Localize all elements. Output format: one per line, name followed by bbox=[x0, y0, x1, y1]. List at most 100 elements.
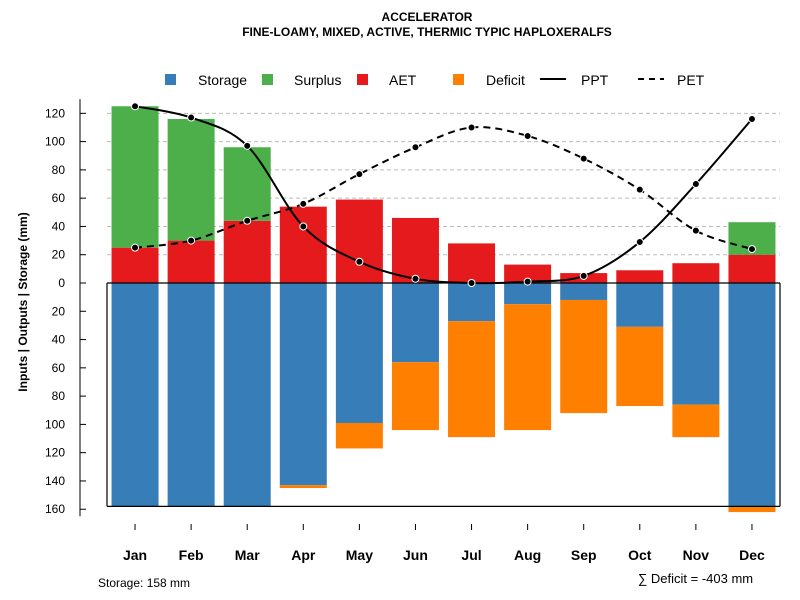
y-tick-label: 0 bbox=[58, 276, 65, 290]
bar-deficit-jun bbox=[391, 362, 439, 431]
bar-storage-apr bbox=[279, 283, 327, 486]
ppt-point-mar bbox=[243, 141, 252, 150]
pet-point-jan bbox=[131, 243, 140, 252]
y-tick-label: 140 bbox=[45, 474, 65, 488]
bar-surplus-mar bbox=[223, 147, 271, 221]
ppt-point-feb bbox=[187, 113, 196, 122]
pet-point-dec bbox=[747, 245, 756, 254]
pet-point-apr bbox=[299, 199, 308, 208]
pet-point-feb bbox=[187, 236, 196, 245]
bar-deficit-jul bbox=[448, 321, 496, 438]
y-tick-label: 80 bbox=[52, 163, 66, 177]
grid bbox=[107, 112, 780, 256]
bar-deficit-apr bbox=[279, 485, 327, 489]
bar-aet-dec bbox=[728, 254, 776, 283]
ppt-point-nov bbox=[691, 180, 700, 189]
legend-label-surplus: Surplus bbox=[294, 72, 341, 88]
bar-surplus-feb bbox=[167, 118, 215, 241]
bars bbox=[111, 106, 776, 513]
y-tick-label: 120 bbox=[45, 106, 65, 120]
storage-note: Storage: 158 mm bbox=[98, 576, 191, 590]
bar-storage-dec bbox=[728, 283, 776, 507]
bar-deficit-sep bbox=[560, 299, 608, 414]
bar-aet-aug bbox=[504, 264, 552, 283]
pet-point-mar bbox=[243, 216, 252, 225]
deficit-note: ∑ Deficit = -403 mm bbox=[638, 571, 754, 586]
pet-point-sep bbox=[579, 154, 588, 163]
y-tick-label: 60 bbox=[52, 191, 66, 205]
y-tick-label: 60 bbox=[52, 361, 66, 375]
chart-subtitle: FINE-LOAMY, MIXED, ACTIVE, THERMIC TYPIC… bbox=[242, 25, 612, 39]
ppt-point-may bbox=[355, 257, 364, 266]
legend-label-pet: PET bbox=[677, 72, 705, 88]
y-tick-label: 20 bbox=[52, 248, 66, 262]
legend-label-storage: Storage bbox=[198, 72, 247, 88]
ppt-point-jul bbox=[467, 279, 476, 287]
pet-point-nov bbox=[691, 226, 700, 235]
bar-deficit-aug bbox=[504, 304, 552, 431]
bar-storage-jun bbox=[391, 283, 439, 363]
bar-deficit-nov bbox=[672, 404, 720, 438]
legend-label-ppt: PPT bbox=[581, 72, 609, 88]
bar-storage-jan bbox=[111, 283, 159, 507]
y-tick-label: 40 bbox=[52, 333, 66, 347]
ppt-point-dec bbox=[747, 114, 756, 123]
bar-aet-mar bbox=[223, 220, 271, 283]
y-tick-label: 100 bbox=[45, 135, 65, 149]
legend: Storage Surplus AET Deficit PPT PET bbox=[165, 72, 705, 88]
y-tick-label: 160 bbox=[45, 502, 65, 516]
pet-point-oct bbox=[635, 185, 644, 194]
legend-swatch-storage bbox=[165, 74, 176, 85]
x-tick-label-dec: Dec bbox=[739, 547, 765, 563]
bar-storage-nov bbox=[672, 283, 720, 405]
axes: 120 100 80 60 40 20 0 20 40 60 80 100 120 140 160 Jan Fe… bbox=[45, 99, 765, 563]
legend-swatch-surplus bbox=[262, 74, 273, 85]
ppt-point-sep bbox=[579, 271, 588, 280]
x-tick-label-may: May bbox=[346, 547, 373, 563]
legend-swatch-deficit bbox=[453, 74, 464, 85]
pet-point-may bbox=[355, 170, 364, 179]
series-lines bbox=[131, 102, 756, 287]
x-tick-label-feb: Feb bbox=[179, 547, 204, 563]
x-tick-label-mar: Mar bbox=[235, 547, 260, 563]
bar-storage-oct bbox=[616, 283, 664, 327]
zero-line-layer bbox=[106, 282, 781, 508]
x-tick-label-jul: Jul bbox=[461, 547, 481, 563]
bar-deficit-oct bbox=[616, 326, 664, 407]
y-tick-label: 80 bbox=[52, 389, 66, 403]
bar-surplus-jan bbox=[111, 106, 159, 248]
y-tick-label: 100 bbox=[45, 417, 65, 431]
x-tick-label-aug: Aug bbox=[514, 547, 541, 563]
legend-label-aet: AET bbox=[389, 72, 417, 88]
bar-aet-feb bbox=[167, 240, 215, 283]
x-tick-label-sep: Sep bbox=[571, 547, 597, 563]
y-axis-label: Inputs | Outputs | Storage (mm) bbox=[16, 212, 30, 391]
bar-aet-jul bbox=[448, 243, 496, 283]
pet-point-jun bbox=[411, 143, 420, 152]
x-tick-label-jun: Jun bbox=[403, 547, 428, 563]
chart-title: ACCELERATOR bbox=[382, 10, 473, 24]
x-tick-label-oct: Oct bbox=[628, 547, 652, 563]
bar-aet-apr bbox=[279, 206, 327, 283]
bar-storage-aug bbox=[504, 283, 552, 305]
legend-swatch-aet bbox=[357, 74, 368, 85]
bar-aet-jan bbox=[111, 247, 159, 283]
ppt-point-jun bbox=[411, 274, 420, 283]
legend-label-deficit: Deficit bbox=[486, 72, 525, 88]
bar-aet-oct bbox=[616, 270, 664, 283]
y-tick-label: 40 bbox=[52, 219, 66, 233]
bar-storage-jul bbox=[448, 283, 496, 322]
bar-aet-nov bbox=[672, 263, 720, 283]
bar-deficit-may bbox=[335, 422, 383, 449]
bar-storage-mar bbox=[223, 283, 271, 507]
ppt-point-aug bbox=[523, 277, 532, 286]
bar-storage-may bbox=[335, 283, 383, 423]
y-tick-label: 20 bbox=[52, 304, 66, 318]
ppt-point-apr bbox=[299, 222, 308, 231]
x-tick-label-apr: Apr bbox=[291, 547, 316, 563]
y-tick-label: 120 bbox=[45, 446, 65, 460]
bar-aet-jun bbox=[391, 217, 439, 283]
bar-storage-feb bbox=[167, 283, 215, 507]
ppt-point-oct bbox=[635, 237, 644, 246]
